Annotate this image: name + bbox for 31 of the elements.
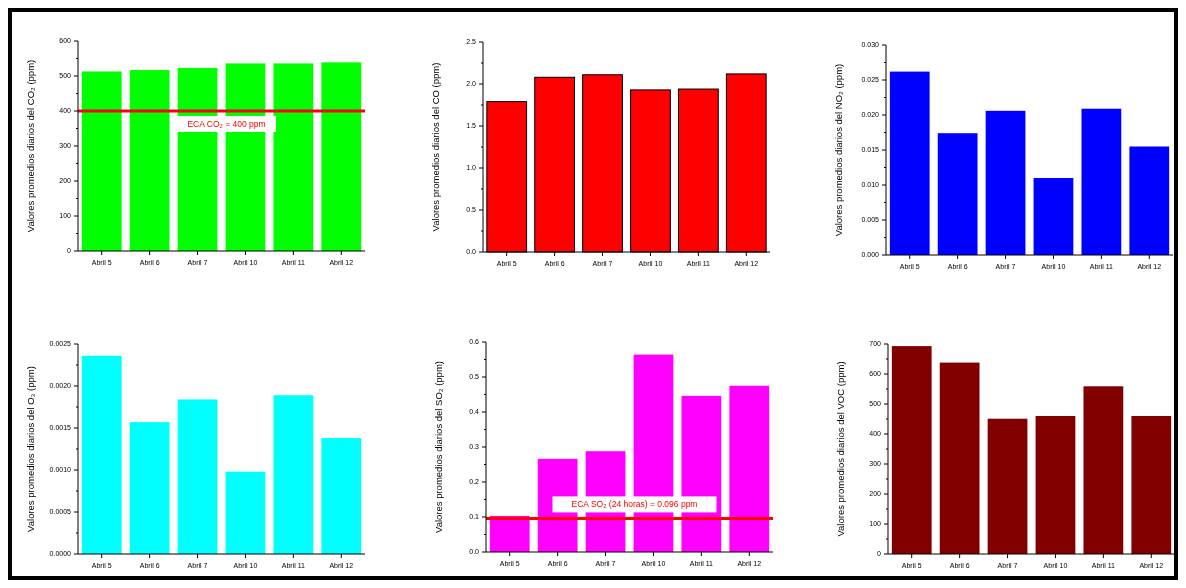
- bar: [225, 471, 266, 554]
- bar: [891, 346, 932, 554]
- y-axis-title: Valores promedios diarios del CO (ppm): [430, 62, 441, 232]
- bar: [1081, 108, 1122, 255]
- bar: [1083, 386, 1124, 554]
- bar: [1033, 178, 1074, 255]
- y-axis-title: Valores promedios diarios del O₃ (ppm): [25, 366, 36, 532]
- bar: [321, 62, 362, 251]
- bar: [129, 422, 170, 554]
- bar: [729, 385, 770, 552]
- y-axis-title: Valores promedios diarios del CO₂ (ppm): [25, 59, 36, 233]
- y-axis-title: Valores promedios diarios del NO₂ (ppm): [833, 63, 844, 237]
- ref-line-label: ECA SO₂ (24 horas) = 0.096 ppm: [571, 499, 698, 510]
- bar: [1131, 416, 1172, 554]
- bar: [889, 71, 930, 255]
- bar: [937, 133, 978, 255]
- y-axis-title: Valores promedios diarios del SO₂ (ppm): [433, 361, 444, 533]
- bar: [273, 63, 314, 251]
- bar: [129, 70, 170, 251]
- bar: [987, 418, 1028, 554]
- bar: [321, 438, 362, 554]
- bar: [177, 399, 218, 554]
- bar: [81, 71, 122, 251]
- bar: [1035, 416, 1076, 554]
- bar: [273, 395, 314, 554]
- bar: [1129, 146, 1170, 255]
- bar: [939, 362, 980, 554]
- bar: [81, 355, 122, 554]
- y-axis-title: Valores promedios diarios del VOC (ppm): [835, 361, 846, 537]
- ref-line-label: ECA CO₂ = 400 ppm: [187, 119, 266, 129]
- bar: [985, 110, 1026, 255]
